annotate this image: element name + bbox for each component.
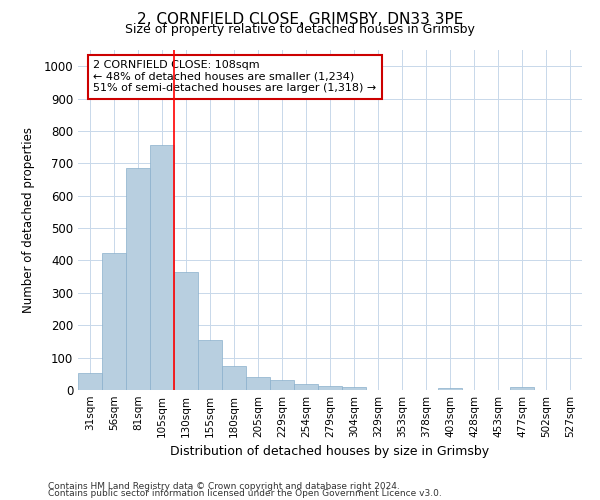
Text: Contains HM Land Registry data © Crown copyright and database right 2024.: Contains HM Land Registry data © Crown c… — [48, 482, 400, 491]
Text: 2 CORNFIELD CLOSE: 108sqm
← 48% of detached houses are smaller (1,234)
51% of se: 2 CORNFIELD CLOSE: 108sqm ← 48% of detac… — [93, 60, 376, 94]
Bar — [222, 366, 246, 390]
Bar — [270, 380, 294, 390]
Bar — [510, 388, 534, 390]
Bar — [342, 387, 366, 390]
Bar — [150, 145, 174, 390]
Bar — [102, 254, 126, 390]
Text: 2, CORNFIELD CLOSE, GRIMSBY, DN33 3PE: 2, CORNFIELD CLOSE, GRIMSBY, DN33 3PE — [137, 12, 463, 28]
Bar — [246, 377, 270, 390]
Bar — [198, 340, 222, 390]
Bar — [294, 384, 318, 390]
Bar — [174, 272, 198, 390]
Bar — [126, 168, 150, 390]
Bar — [78, 373, 102, 390]
Bar — [318, 386, 342, 390]
Text: Contains public sector information licensed under the Open Government Licence v3: Contains public sector information licen… — [48, 489, 442, 498]
Text: Size of property relative to detached houses in Grimsby: Size of property relative to detached ho… — [125, 22, 475, 36]
X-axis label: Distribution of detached houses by size in Grimsby: Distribution of detached houses by size … — [170, 446, 490, 458]
Y-axis label: Number of detached properties: Number of detached properties — [22, 127, 35, 313]
Bar — [438, 388, 462, 390]
